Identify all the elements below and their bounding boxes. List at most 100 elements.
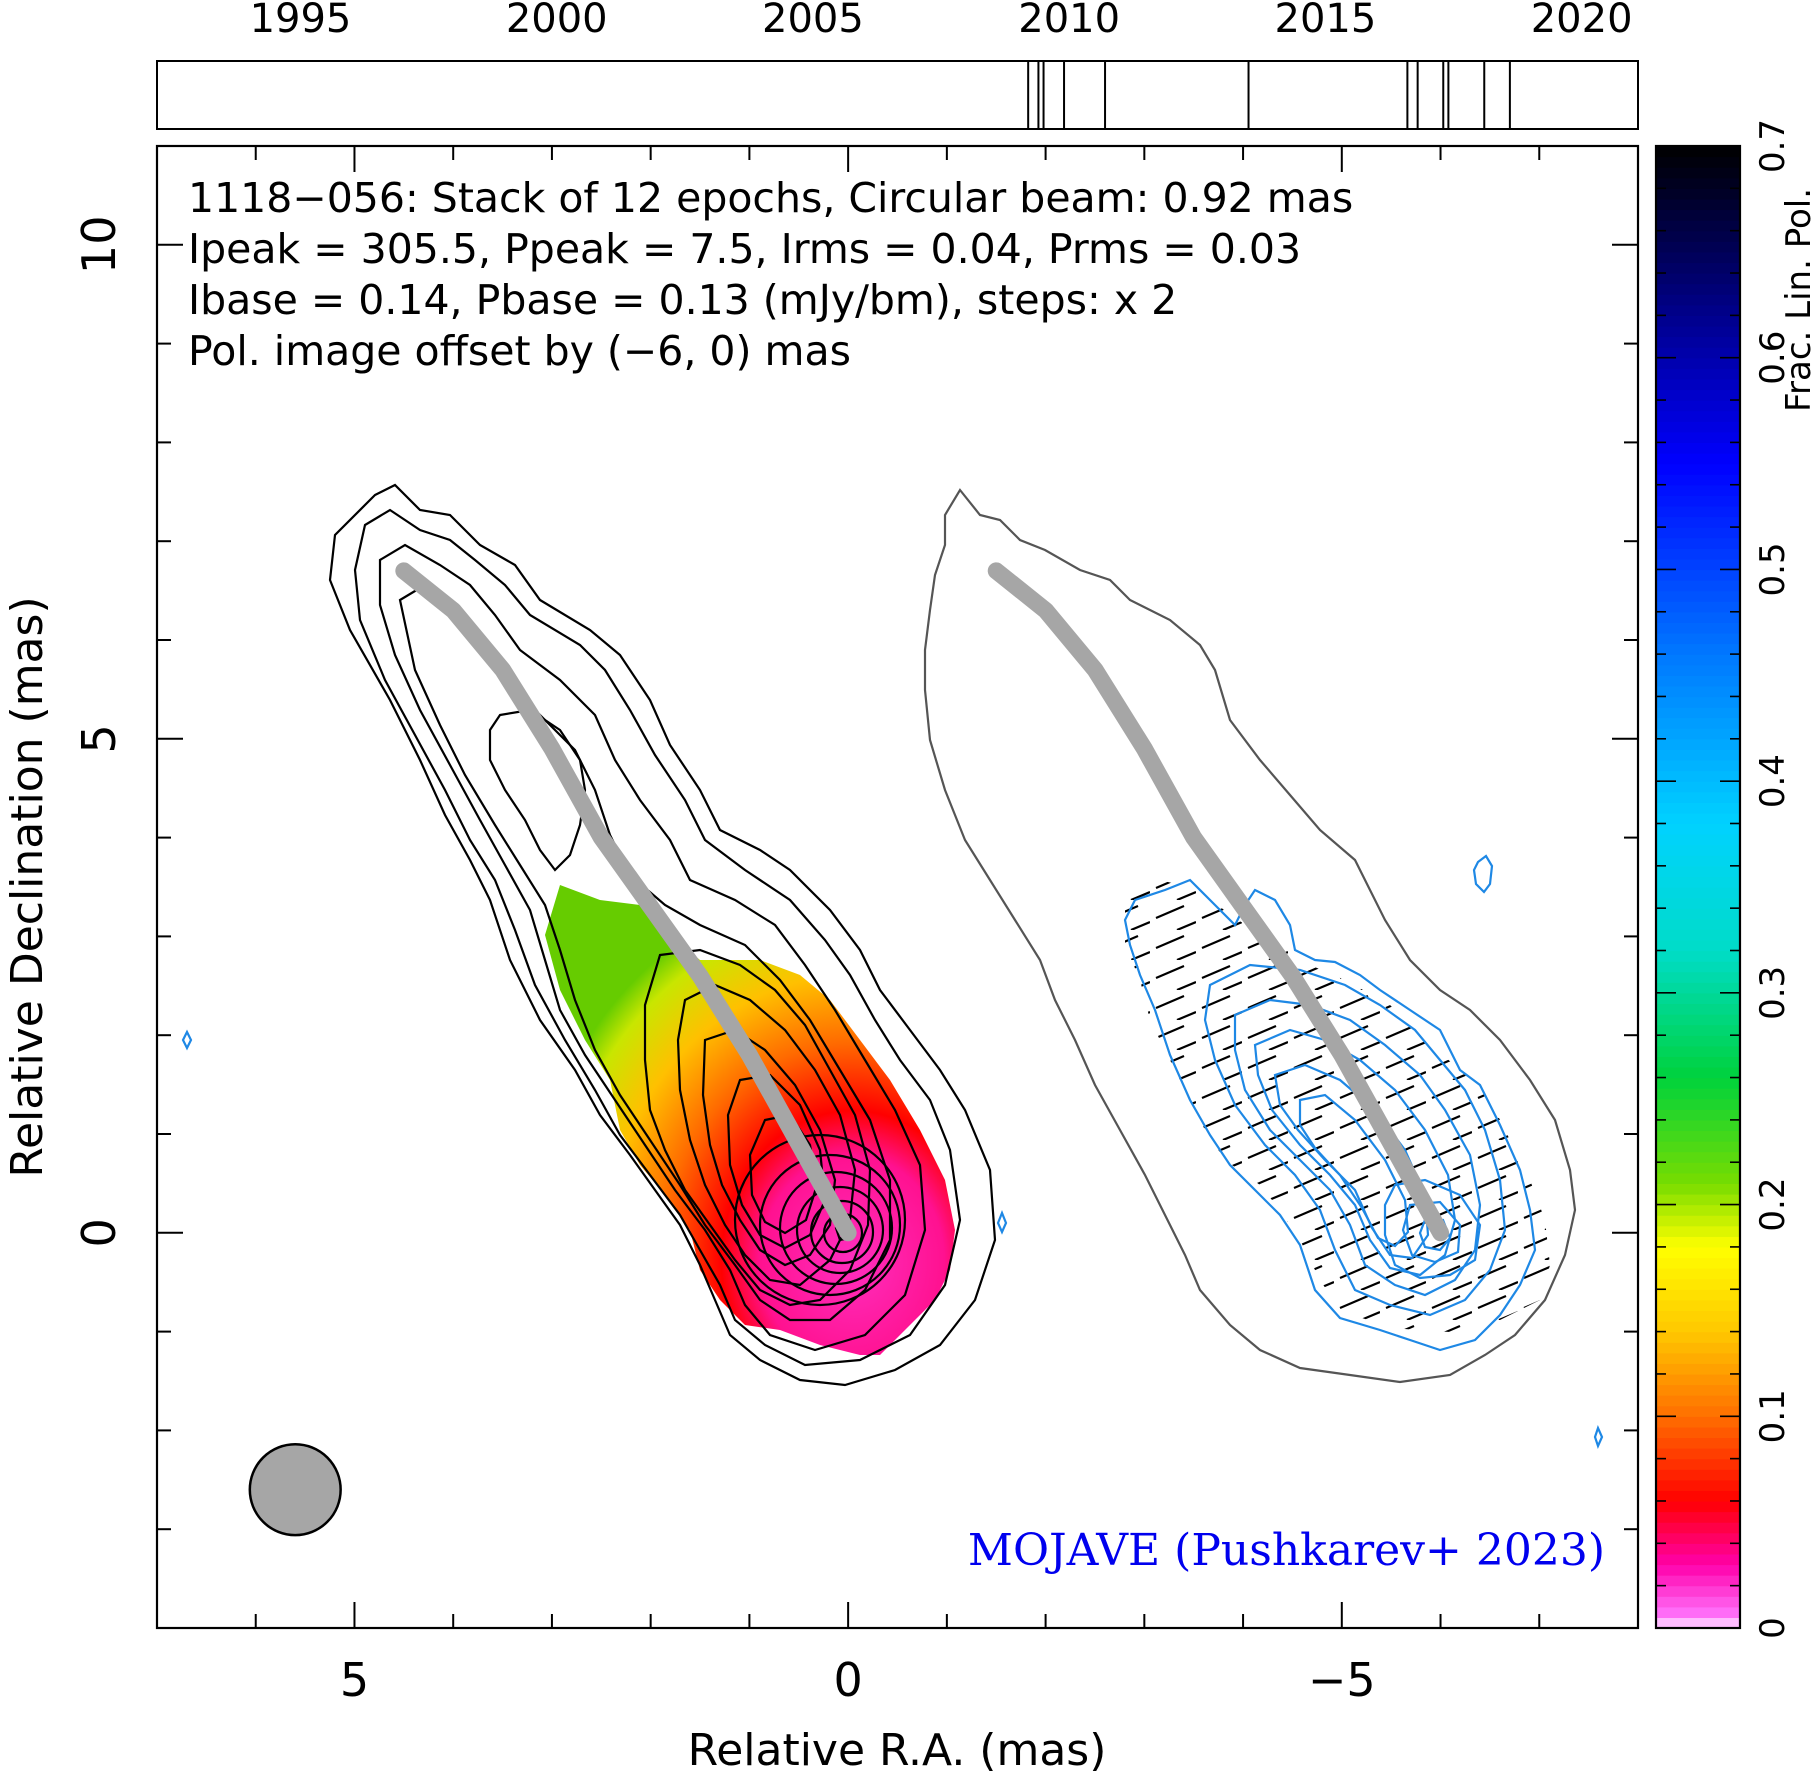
colorbar-cell xyxy=(1656,548,1740,560)
colorbar: 0 0.1 0.2 0.3 0.4 0.5 0.6 0.7 Frac. Lin. Pol. xyxy=(1654,119,1819,1639)
polarized-intensity-contours xyxy=(181,854,1604,1450)
stokes-i-contour-6 xyxy=(643,948,872,1307)
colorbar-cell xyxy=(1656,1458,1740,1470)
annotations: 1118−056: Stack of 12 epochs, Circular b… xyxy=(188,174,1605,1576)
colorbar-cell xyxy=(1656,304,1740,316)
colorbar-cell xyxy=(1656,601,1740,613)
jet-ridge-line-pol xyxy=(987,562,1450,1242)
colorbar-frame xyxy=(1654,144,1742,1630)
colorbar-cell xyxy=(1656,1204,1740,1216)
colorbar-cell xyxy=(1656,759,1740,772)
pol-contour-2 xyxy=(1203,963,1507,1317)
colorbar-cell xyxy=(1656,918,1740,930)
colorbar-cell xyxy=(1656,1141,1740,1153)
colorbar-cell xyxy=(1656,865,1740,878)
colorbar-cell xyxy=(1656,1575,1740,1587)
colorbar-cell xyxy=(1656,1215,1740,1227)
colorbar-cell xyxy=(1656,177,1740,189)
pol-contour-4 xyxy=(1253,1028,1457,1277)
stokes-i-contour-7 xyxy=(676,983,857,1287)
colorbar-cell xyxy=(1656,696,1740,708)
annotation-line-1: 1118−056: Stack of 12 epochs, Circular b… xyxy=(188,174,1353,222)
pol-contour-6 xyxy=(1298,1093,1410,1248)
colorbar-cell xyxy=(1656,1225,1740,1237)
colorbar-cell xyxy=(1656,1278,1740,1290)
colorbar-cell xyxy=(1656,315,1740,327)
colorbar-cell xyxy=(1656,1363,1740,1375)
colorbar-cell xyxy=(1656,622,1740,634)
colorbar-cell xyxy=(1656,1310,1740,1322)
colorbar-cell xyxy=(1656,1119,1740,1132)
colorbar-cell xyxy=(1656,1289,1740,1301)
x-tick-label: −5 xyxy=(1308,1653,1376,1707)
colorbar-cells xyxy=(1656,146,1740,1629)
ridge-lines xyxy=(395,562,1450,1242)
colorbar-tick-label: 0.2 xyxy=(1753,1178,1793,1232)
colorbar-cell xyxy=(1656,1130,1740,1142)
colorbar-cell xyxy=(1656,939,1740,952)
colorbar-cell xyxy=(1656,198,1740,211)
credit-label: MOJAVE (Pushkarev+ 2023) xyxy=(968,1525,1605,1576)
colorbar-cell xyxy=(1656,1109,1740,1121)
colorbar-cell xyxy=(1656,1384,1740,1396)
timeline-epoch-lines xyxy=(1027,61,1511,129)
colorbar-cell xyxy=(1656,738,1740,750)
colorbar-cell xyxy=(1656,347,1740,359)
timeline-year-labels: 1995 2000 2005 2010 2015 2020 xyxy=(250,0,1633,42)
colorbar-cell xyxy=(1656,558,1740,571)
colorbar-cell xyxy=(1656,1077,1740,1089)
colorbar-title: Frac. Lin. Pol. xyxy=(1779,188,1819,412)
colorbar-cell xyxy=(1656,791,1740,803)
stokes-i-contour-8 xyxy=(701,1028,837,1267)
timeline-year-label: 2000 xyxy=(506,0,608,42)
colorbar-cell xyxy=(1656,1257,1740,1269)
colorbar-cell xyxy=(1656,1003,1740,1015)
colorbar-cell xyxy=(1656,1617,1740,1629)
colorbar-cell xyxy=(1656,167,1740,179)
colorbar-cell xyxy=(1656,1045,1740,1057)
colorbar-ticks: 0 0.1 0.2 0.3 0.4 0.5 0.6 0.7 xyxy=(1656,119,1793,1639)
colorbar-cell xyxy=(1656,262,1740,274)
stokes-i-contour-14 xyxy=(795,1185,885,1275)
colorbar-cell xyxy=(1656,1500,1740,1513)
colorbar-cell xyxy=(1656,1553,1740,1566)
colorbar-cell xyxy=(1656,844,1740,856)
timeline-frame xyxy=(156,60,1639,130)
colorbar-cell xyxy=(1656,1193,1740,1206)
colorbar-cell xyxy=(1656,294,1740,306)
colorbar-cell xyxy=(1656,749,1740,761)
colorbar-cell xyxy=(1656,961,1740,973)
colorbar-cell xyxy=(1656,632,1740,645)
colorbar-cell xyxy=(1656,1183,1740,1195)
colorbar-cell xyxy=(1656,929,1740,941)
colorbar-cell xyxy=(1656,654,1740,666)
colorbar-cell xyxy=(1656,230,1740,242)
colorbar-cell xyxy=(1656,410,1740,422)
stokes-i-contour-11 xyxy=(733,1133,907,1307)
colorbar-cell xyxy=(1656,188,1740,200)
timeline-year-label: 2020 xyxy=(1531,0,1633,42)
colorbar-cell xyxy=(1656,1352,1740,1364)
stokes-i-contour-15 xyxy=(809,1199,875,1265)
timeline-year-label: 2010 xyxy=(1018,0,1120,42)
colorbar-cell xyxy=(1656,908,1740,920)
colorbar-cell xyxy=(1656,1564,1740,1576)
x-tick-label: 0 xyxy=(833,1653,862,1707)
y-tick-label: 5 xyxy=(72,724,126,753)
colorbar-cell xyxy=(1656,251,1740,264)
stokes-i-contour-3 xyxy=(378,543,927,1352)
colorbar-cell xyxy=(1656,1490,1740,1502)
pol-blob-4 xyxy=(1593,1424,1604,1450)
x-axis: 5 0 −5 xyxy=(156,146,1639,1707)
colorbar-cell xyxy=(1656,971,1740,983)
colorbar-cell xyxy=(1656,876,1740,888)
jet-ridge-line xyxy=(395,562,857,1242)
timeline-year-label: 2015 xyxy=(1275,0,1377,42)
colorbar-cell xyxy=(1656,283,1740,295)
colorbar-cell xyxy=(1656,421,1740,433)
colorbar-cell xyxy=(1656,1331,1740,1343)
plot-area xyxy=(181,483,1604,1537)
colorbar-cell xyxy=(1656,431,1740,443)
colorbar-cell xyxy=(1656,1522,1740,1534)
colorbar-cell xyxy=(1656,368,1740,380)
